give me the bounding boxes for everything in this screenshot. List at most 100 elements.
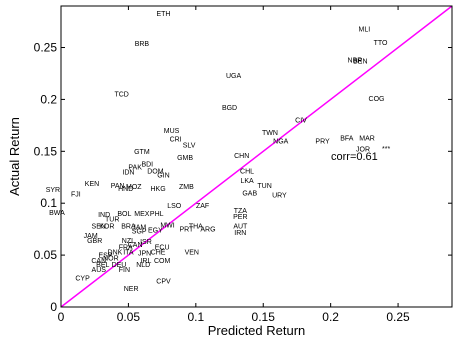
point-label-gab: GAB [242, 190, 257, 197]
point-label-ecu: ECU [155, 244, 170, 251]
point-label-chn: CHN [234, 153, 249, 160]
point-label-ner: NER [124, 286, 139, 293]
point-label-chl: CHL [240, 169, 254, 176]
point-label-nld: NLD [136, 262, 150, 269]
correlation-annotation: corr=0.61 [331, 151, 378, 163]
point-label-mwi: MWI [160, 223, 174, 230]
point-label-dom: DOM [147, 169, 164, 176]
point-label-jam: JAM [84, 233, 98, 240]
point-label-esp: ESP [98, 253, 112, 260]
x-tick-label: 0.15 [252, 310, 276, 324]
point-label-com: COM [154, 258, 171, 265]
point-label-lka: LKA [240, 178, 254, 185]
point-label-che: CHE [151, 249, 166, 256]
point-label-ken: KEN [85, 181, 99, 188]
point-label-irl: IRL [140, 258, 151, 265]
point-label-nzl: NZL [122, 238, 135, 245]
point-label-bdi: BDI [141, 161, 153, 168]
y-tick-label: 0.25 [34, 41, 58, 55]
x-tick-label: 0 [58, 310, 65, 324]
point-label-tto: TTO [374, 40, 388, 47]
significance-marker: *** [382, 146, 390, 153]
y-tick-label: 0.05 [34, 248, 58, 262]
y-tick-label: 0.1 [40, 196, 57, 210]
y-tick-label: 0.2 [40, 92, 57, 106]
point-label-nor: NOR [103, 256, 119, 263]
point-label-jpn: JPN [138, 251, 151, 258]
point-label-hkg: HKG [150, 186, 165, 193]
point-label-can: CAN [128, 242, 143, 249]
point-label-fin: FIN [119, 267, 130, 274]
point-label-ind: IND [98, 212, 110, 219]
point-label-tza: TZA [234, 208, 248, 215]
x-tick-label: 0.2 [322, 310, 339, 324]
point-label-cpv: CPV [156, 279, 171, 286]
point-label-ben: BEN [353, 59, 367, 66]
point-label-bfa: BFA [340, 135, 354, 142]
point-label-gtm: GTM [134, 149, 150, 156]
point-label-mus: MUS [164, 128, 180, 135]
point-label-fra: FRA [119, 244, 133, 251]
point-label-sen: SEN [92, 224, 106, 231]
point-label-kor: KOR [99, 224, 114, 231]
point-label-ita: ITA [123, 249, 134, 256]
x-axis-title: Predicted Return [208, 323, 306, 338]
point-label-zmb: ZMB [179, 184, 194, 191]
point-label-bwa: BWA [49, 210, 65, 217]
point-label-civ: CIV [295, 118, 307, 125]
point-label-phl: PHL [150, 211, 164, 218]
point-label-fji: FJI [71, 191, 81, 198]
point-label-idn: IDN [122, 170, 134, 177]
point-label-bol: BOL [117, 211, 131, 218]
point-label-bgd: BGD [222, 105, 237, 112]
y-tick-label: 0 [50, 300, 57, 314]
point-label-deu: DEU [112, 262, 127, 269]
y-tick-label: 0.15 [34, 144, 58, 158]
point-label-slv: SLV [183, 143, 196, 150]
point-label-moz: MOZ [126, 184, 142, 191]
point-label-cyp: CYP [75, 275, 90, 282]
point-label-arg: ARG [200, 227, 215, 234]
point-label-bel: BEL [96, 262, 109, 269]
point-label-nbr: NBR [348, 57, 363, 64]
point-label-lso: LSO [167, 203, 182, 210]
point-label-ven: VEN [185, 249, 199, 256]
point-label-pry: PRY [315, 138, 330, 145]
reference-line-layer [60, 5, 453, 308]
point-label-gmb: GMB [177, 155, 193, 162]
point-label-tur: TUR [105, 216, 119, 223]
point-label-uga: UGA [226, 73, 242, 80]
point-label-tun: TUN [257, 183, 271, 190]
point-label-tcd: TCD [114, 92, 128, 99]
point-label-sgp: SGP [132, 229, 147, 236]
point-label-pan: PAN [111, 183, 125, 190]
point-label-eth: ETH [156, 11, 170, 18]
point-label-hnd: HND [118, 186, 133, 193]
point-label-jam: JAM [132, 225, 146, 232]
x-tick-label: 0.1 [187, 310, 204, 324]
tick-layer: 0 0.05 0.1 0.15 0.2 0.25 0 0.05 0.1 0.15 0.2 0.25 [34, 6, 452, 324]
point-label-mli: MLI [359, 26, 371, 33]
point-label-cog: COG [369, 96, 385, 103]
point-label-mar: MAR [359, 135, 375, 142]
point-label-prt: PRT [179, 227, 194, 234]
point-label-per: PER [233, 214, 247, 221]
point-label-nga: NGA [273, 138, 289, 145]
point-label-syr: SYR [46, 187, 60, 194]
point-label-egy: EGY [148, 228, 163, 235]
point-label-can: CAN [91, 258, 106, 265]
point-label-aus: AUS [92, 267, 107, 274]
point-label-gbr: GBR [87, 238, 102, 245]
x-tick-label: 0.05 [117, 310, 141, 324]
reference-line [60, 5, 453, 308]
point-label-bra: BRA [121, 224, 136, 231]
point-label-aut: AUT [233, 224, 248, 231]
point-label-mex: MEX [134, 211, 150, 218]
y-axis-title: Actual Return [7, 117, 22, 196]
point-label-jor: JOR [356, 147, 370, 154]
point-label-irn: IRN [234, 230, 246, 237]
point-label-tha: THA [189, 224, 203, 231]
